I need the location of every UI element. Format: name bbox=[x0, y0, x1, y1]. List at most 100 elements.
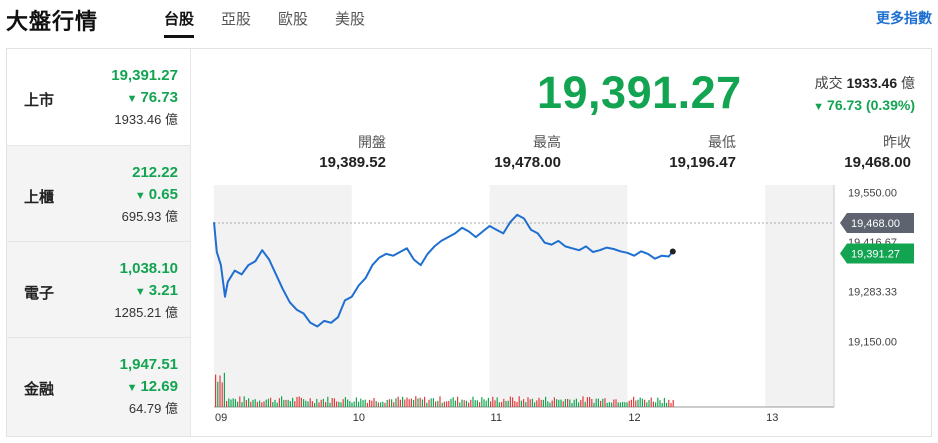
prev-close-stat: 昨收 19,468.00 bbox=[844, 133, 911, 173]
y-tick-label: 19,550.00 bbox=[848, 187, 897, 199]
volume-bar bbox=[309, 398, 311, 407]
volume-bar bbox=[250, 401, 252, 407]
volume-bar bbox=[415, 396, 417, 407]
volume-bar bbox=[597, 398, 599, 407]
volume-bar bbox=[518, 396, 520, 407]
volume-bar bbox=[630, 399, 632, 407]
volume-bar bbox=[516, 402, 518, 407]
volume-bar bbox=[382, 401, 384, 407]
volume-bar bbox=[281, 396, 283, 407]
volume-bar bbox=[492, 396, 494, 407]
down-triangle-icon: ▼ bbox=[126, 93, 138, 105]
volume-bar bbox=[241, 402, 243, 407]
sidebar-item-otc[interactable]: 上櫃 212.22 ▼ 0.65 695.93 億 bbox=[7, 145, 190, 241]
more-indices-link[interactable]: 更多指數 bbox=[876, 10, 932, 26]
volume-bar bbox=[327, 396, 329, 407]
volume-bar bbox=[457, 396, 459, 407]
volume-bar bbox=[527, 397, 529, 407]
intraday-chart[interactable]: 19,550.00 19,416.67 19,283.33 19,150.00 09 10… bbox=[212, 185, 932, 435]
volume-bar bbox=[397, 396, 399, 407]
tab-asia[interactable]: 亞股 bbox=[221, 11, 252, 28]
index-change: ▼ 0.65 bbox=[122, 184, 178, 207]
sidebar-item-values: 1,038.10 ▼ 3.21 1285.21 億 bbox=[114, 258, 178, 322]
volume-bar bbox=[402, 396, 404, 407]
index-volume: 1933.46 億 bbox=[114, 112, 178, 127]
sidebar-item-label: 金融 bbox=[24, 381, 55, 398]
volume-bar bbox=[428, 399, 430, 407]
tab-taiwan[interactable]: 台股 bbox=[164, 8, 195, 38]
volume-bar bbox=[232, 398, 234, 407]
sidebar-item-electronics[interactable]: 電子 1,038.10 ▼ 3.21 1285.21 億 bbox=[7, 241, 190, 337]
volume-bar bbox=[496, 397, 498, 407]
volume-bar bbox=[619, 402, 621, 407]
volume-bar bbox=[347, 399, 349, 407]
sidebar-item-listed[interactable]: 上市 19,391.27 ▼ 76.73 1933.46 億 bbox=[7, 49, 190, 145]
volume-bar bbox=[494, 400, 496, 407]
volume-bar bbox=[226, 401, 228, 407]
index-change: ▼ 12.69 bbox=[120, 376, 178, 399]
volume-bar bbox=[644, 399, 646, 407]
volume-bar bbox=[476, 400, 478, 407]
volume-bar bbox=[454, 400, 456, 407]
volume-bar bbox=[386, 399, 388, 407]
volume-bar bbox=[468, 402, 470, 407]
volume-bar bbox=[311, 401, 313, 407]
volume-bar bbox=[483, 399, 485, 407]
volume-bar bbox=[285, 399, 287, 407]
volume-bar bbox=[465, 400, 467, 407]
volume-bar bbox=[215, 374, 217, 407]
index-price: 19,391.27 bbox=[111, 67, 178, 84]
tab-europe[interactable]: 歐股 bbox=[278, 11, 309, 28]
volume-bar bbox=[540, 399, 542, 407]
volume-bar bbox=[219, 375, 221, 407]
y-tick-label: 19,283.33 bbox=[848, 287, 897, 299]
volume-bar bbox=[523, 399, 525, 407]
volume-bar bbox=[252, 399, 254, 407]
volume-bar bbox=[637, 399, 639, 407]
volume-bar bbox=[320, 399, 322, 407]
volume-bar bbox=[248, 398, 250, 407]
volume-bar bbox=[613, 399, 615, 407]
volume-bar bbox=[340, 402, 342, 407]
volume-label: 成交 bbox=[814, 75, 843, 91]
volume-bar bbox=[417, 398, 419, 407]
prev-close-value: 19,468.00 bbox=[844, 154, 911, 171]
volume-bar bbox=[287, 399, 289, 407]
volume-bar bbox=[509, 396, 511, 407]
tab-us[interactable]: 美股 bbox=[335, 11, 366, 28]
volume-bar bbox=[360, 398, 362, 407]
sidebar-item-values: 19,391.27 ▼ 76.73 1933.46 億 bbox=[111, 65, 178, 129]
volume-bar bbox=[573, 399, 575, 407]
volume-bar bbox=[615, 399, 617, 407]
volume-bar bbox=[373, 397, 375, 407]
volume-bar bbox=[531, 398, 533, 407]
volume-bar bbox=[292, 397, 294, 407]
chart-band-2 bbox=[765, 185, 834, 407]
low-value: 19,196.47 bbox=[669, 154, 736, 171]
volume-bar bbox=[485, 400, 487, 407]
volume-bar bbox=[657, 397, 659, 407]
volume-bar bbox=[426, 402, 428, 407]
volume-bar bbox=[362, 400, 364, 407]
index-volume: 64.79 億 bbox=[128, 401, 178, 416]
volume-bar bbox=[256, 401, 258, 407]
high-value: 19,478.00 bbox=[494, 154, 561, 171]
sidebar-item-values: 1,947.51 ▼ 12.69 64.79 億 bbox=[120, 354, 178, 418]
volume-bar bbox=[564, 399, 566, 407]
volume-bar bbox=[314, 402, 316, 407]
volume-bar bbox=[351, 402, 353, 407]
volume-bar bbox=[452, 397, 454, 407]
volume-bar bbox=[650, 397, 652, 407]
volume-bar bbox=[410, 398, 412, 407]
down-triangle-icon: ▼ bbox=[813, 101, 825, 113]
volume-bar bbox=[419, 397, 421, 407]
volume-bar bbox=[547, 401, 549, 407]
volume-bar bbox=[441, 402, 443, 407]
down-triangle-icon: ▼ bbox=[134, 286, 146, 298]
volume-bar bbox=[591, 399, 593, 407]
volume-bar bbox=[659, 400, 661, 407]
volume-bar bbox=[520, 400, 522, 407]
volume-bar bbox=[318, 402, 320, 407]
sidebar-item-finance[interactable]: 金融 1,947.51 ▼ 12.69 64.79 億 bbox=[7, 337, 190, 436]
